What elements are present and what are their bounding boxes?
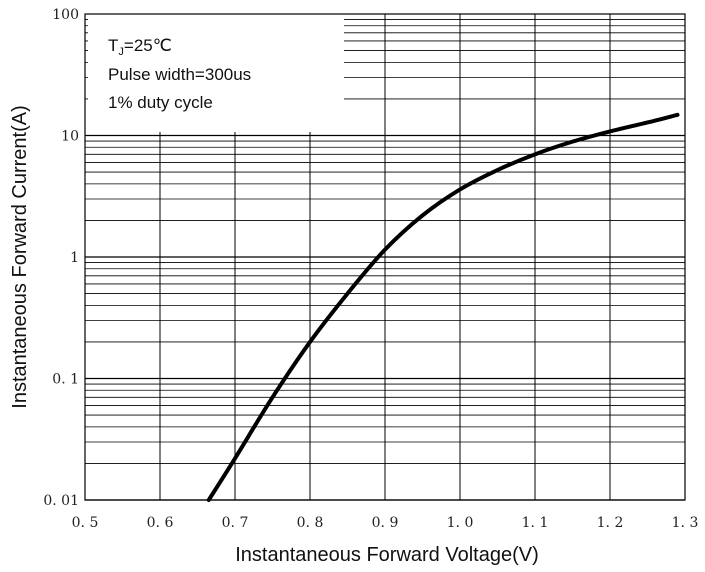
annotation-box <box>88 14 344 132</box>
x-tick-label: 1. 1 <box>522 515 549 531</box>
x-tick-label: 1. 2 <box>597 515 624 531</box>
x-tick-label: 1. 0 <box>447 515 474 531</box>
x-tick-labels: 0. 5 0. 6 0. 7 0. 8 0. 9 1. 0 1. 1 1. 2 1. 3 <box>72 515 699 531</box>
y-tick-label: 10 <box>61 129 79 145</box>
y-tick-label: 100 <box>52 7 79 23</box>
y-tick-label: 1 <box>70 250 79 266</box>
x-tick-label: 0. 5 <box>72 515 99 531</box>
x-tick-label: 0. 6 <box>147 515 174 531</box>
series-layer <box>206 112 680 502</box>
y-tick-label: 0. 1 <box>52 372 79 388</box>
annotation-duty-cycle: 1% duty cycle <box>108 93 213 112</box>
annotation-pulse-width: Pulse width=300us <box>108 65 251 84</box>
x-tick-label: 1. 3 <box>672 515 699 531</box>
x-tick-label: 0. 9 <box>372 515 399 531</box>
x-tick-label: 0. 7 <box>222 515 249 531</box>
y-tick-label: 0. 01 <box>43 493 79 509</box>
x-tick-label: 0. 8 <box>297 515 324 531</box>
plot-frame <box>84 13 686 501</box>
annotation-temperature: TJ=25℃ <box>108 36 172 58</box>
x-axis-label: Instantaneous Forward Voltage(V) <box>235 544 539 566</box>
y-tick-labels: 0. 01 0. 1 1 10 100 <box>43 7 79 509</box>
forward-current-curve <box>206 112 680 502</box>
plot-border <box>84 13 686 501</box>
grid-lines <box>84 14 686 501</box>
y-axis-label: Instantaneous Forward Current(A) <box>9 105 31 408</box>
